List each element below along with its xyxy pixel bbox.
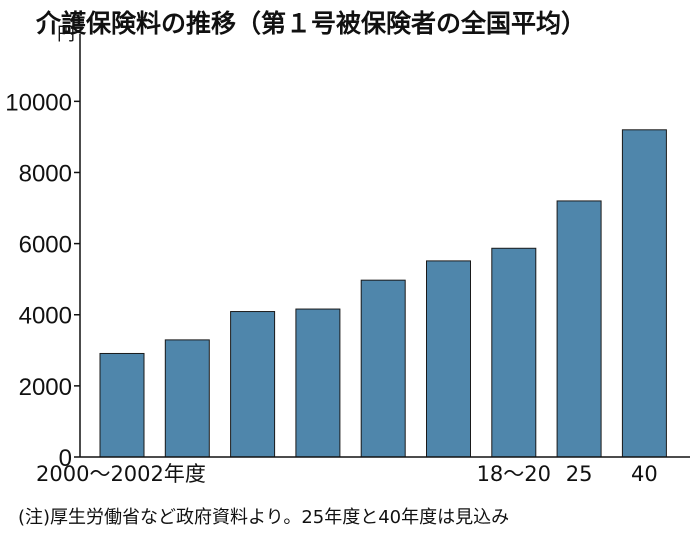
bar (491, 247, 537, 458)
bar (99, 352, 145, 458)
y-unit-label: 円 (57, 24, 75, 45)
y-tick-label: 6000 (19, 232, 72, 259)
x-category-label: 25 (566, 462, 593, 486)
x-category-label: 2000〜2002年度 (36, 462, 206, 486)
source-note: (注)厚生労働省など政府資料より。25年度と40年度は見込み (18, 507, 510, 528)
bar (295, 308, 341, 458)
y-tick-label: 2000 (19, 374, 72, 401)
x-category-label: 18〜20 (477, 462, 551, 486)
x-axis: 2000〜2002年度 18〜20 25 40 (36, 456, 690, 486)
bar (621, 129, 667, 458)
x-category-label: 40 (631, 462, 658, 486)
y-tick-label: 4000 (19, 303, 72, 330)
bar (426, 260, 471, 458)
bars (99, 129, 667, 458)
bar-chart: 円 0 2000 4000 6000 8000 10000 2000〜2002年度 18〜20… (5, 24, 690, 486)
y-tick-label: 10000 (5, 89, 72, 116)
chart-title: 介護保険料の推移（第１号被保険者の全国平均） (36, 9, 587, 38)
y-tick-label: 8000 (19, 160, 72, 187)
y-axis: 円 0 2000 4000 6000 8000 10000 (5, 24, 81, 472)
bar (164, 339, 210, 458)
bar (230, 311, 276, 458)
y-tick-label: 0 (59, 445, 72, 472)
bar (360, 279, 406, 458)
bar (556, 200, 602, 458)
